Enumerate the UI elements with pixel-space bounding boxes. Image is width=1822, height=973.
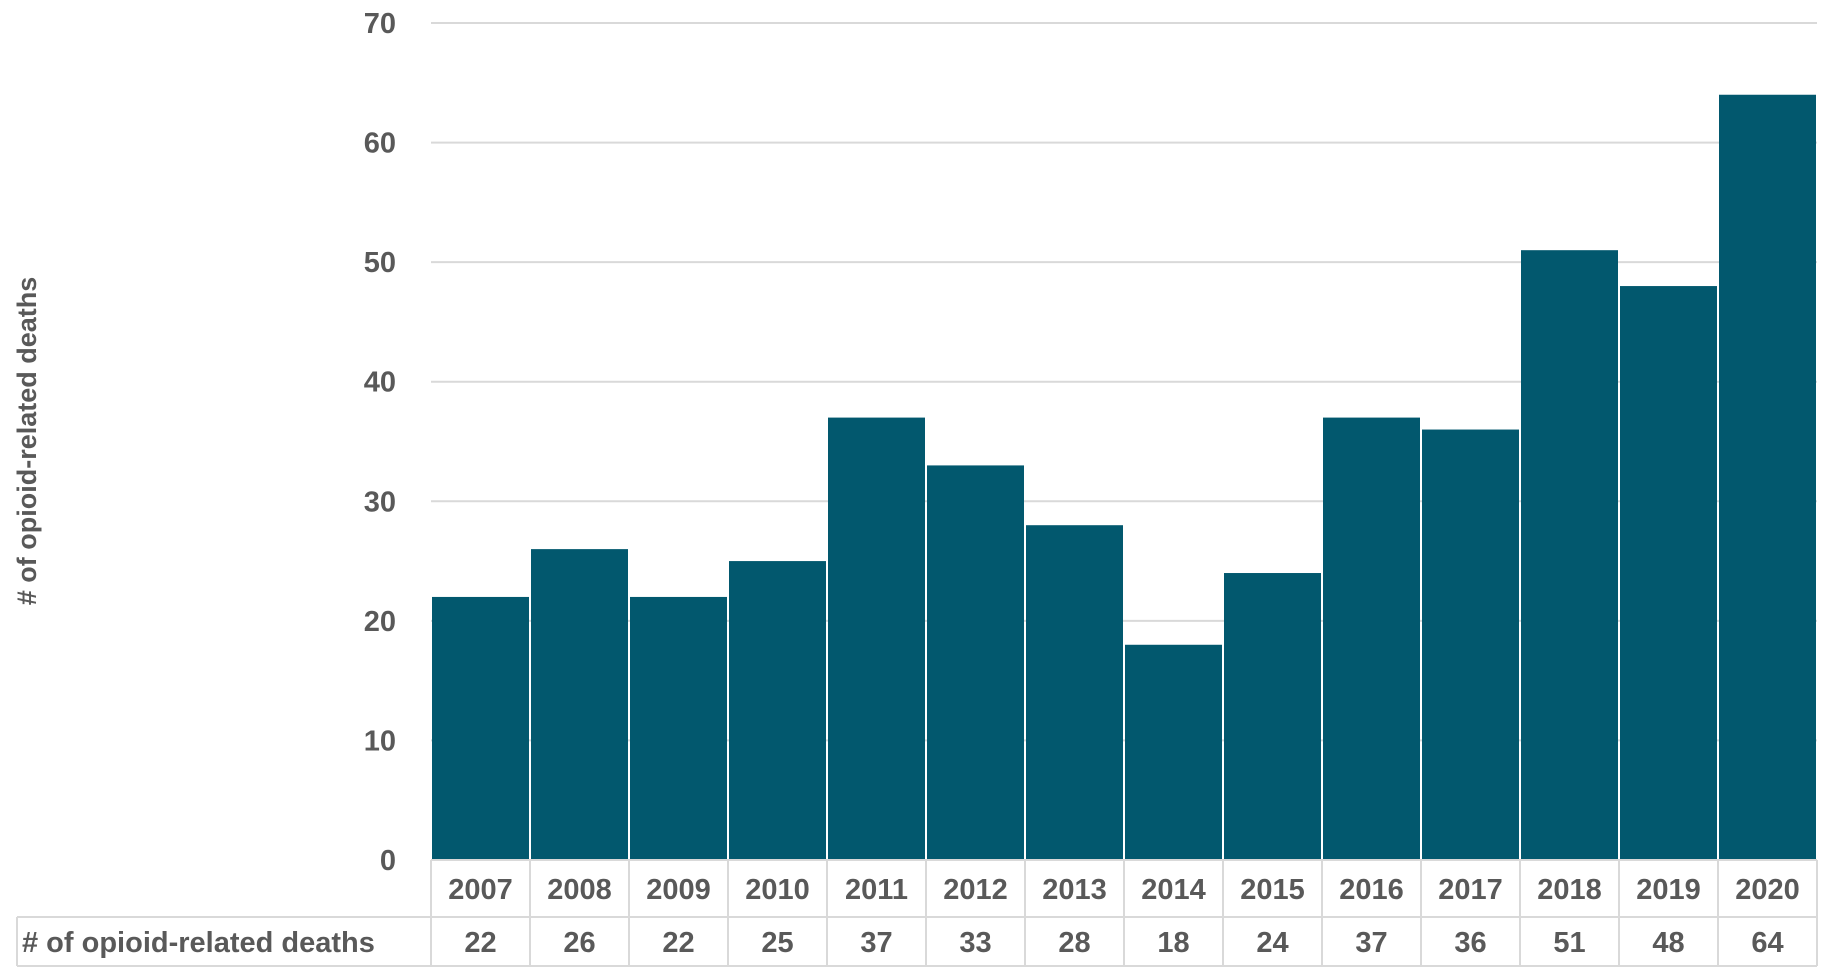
y-tick-label: 60 — [364, 128, 396, 160]
data-table: 2007 2008 2009 2010 2011 2012 2013 2014 2015 2016… — [16, 859, 1818, 967]
x-tick-label: 2018 — [1537, 874, 1602, 906]
data-table-value: 51 — [1553, 927, 1585, 959]
bar-2009 — [630, 596, 727, 860]
y-tick-label: 10 — [364, 725, 396, 757]
y-axis-ticks: 0 10 20 30 40 50 60 70 — [364, 8, 396, 877]
x-tick-label: 2008 — [547, 874, 612, 906]
bar-2018 — [1521, 250, 1618, 860]
y-tick-label: 40 — [364, 367, 396, 399]
data-table-value: 37 — [1355, 927, 1387, 959]
y-tick-label: 50 — [364, 247, 396, 279]
x-tick-label: 2014 — [1141, 874, 1206, 906]
x-tick-label: 2012 — [943, 874, 1008, 906]
x-tick-label: 2019 — [1636, 874, 1701, 906]
bar-2020 — [1719, 94, 1816, 860]
data-table-value: 64 — [1751, 927, 1783, 959]
y-tick-label: 30 — [364, 486, 396, 518]
data-table-value: 24 — [1256, 927, 1288, 959]
data-table-value: 25 — [761, 927, 793, 959]
data-table-value: 18 — [1157, 927, 1189, 959]
bar-2010 — [729, 561, 826, 860]
x-tick-label: 2020 — [1735, 874, 1800, 906]
bar-2016 — [1323, 417, 1420, 860]
data-table-value: 22 — [662, 927, 694, 959]
data-table-value: 37 — [860, 927, 892, 959]
bars — [432, 94, 1816, 860]
bar-2014 — [1125, 644, 1222, 860]
bar-2019 — [1620, 286, 1717, 860]
x-tick-label: 2016 — [1339, 874, 1404, 906]
data-table-value: 36 — [1454, 927, 1486, 959]
data-table-row-label: # of opioid-related deaths — [22, 927, 375, 959]
x-tick-label: 2013 — [1042, 874, 1107, 906]
y-tick-label: 0 — [380, 845, 396, 877]
data-table-value: 26 — [563, 927, 595, 959]
bar-2011 — [828, 417, 925, 860]
y-axis-label: # of opioid-related deaths — [12, 277, 42, 606]
x-tick-label: 2011 — [845, 874, 908, 906]
data-table-value: 22 — [464, 927, 496, 959]
bar-2015 — [1224, 573, 1321, 860]
bar-2008 — [531, 549, 628, 860]
x-tick-label: 2015 — [1240, 874, 1305, 906]
data-table-value: 48 — [1652, 927, 1684, 959]
y-tick-label: 20 — [364, 606, 396, 638]
bar-2017 — [1422, 429, 1519, 860]
x-tick-label: 2017 — [1438, 874, 1503, 906]
bar-2007 — [432, 596, 529, 860]
x-tick-label: 2007 — [448, 874, 513, 906]
bar-2012 — [927, 465, 1024, 860]
x-tick-label: 2010 — [745, 874, 810, 906]
data-table-value: 33 — [959, 927, 991, 959]
bar-2013 — [1026, 525, 1123, 860]
y-tick-label: 70 — [364, 8, 396, 40]
data-table-value: 28 — [1058, 927, 1090, 959]
x-tick-label: 2009 — [646, 874, 711, 906]
